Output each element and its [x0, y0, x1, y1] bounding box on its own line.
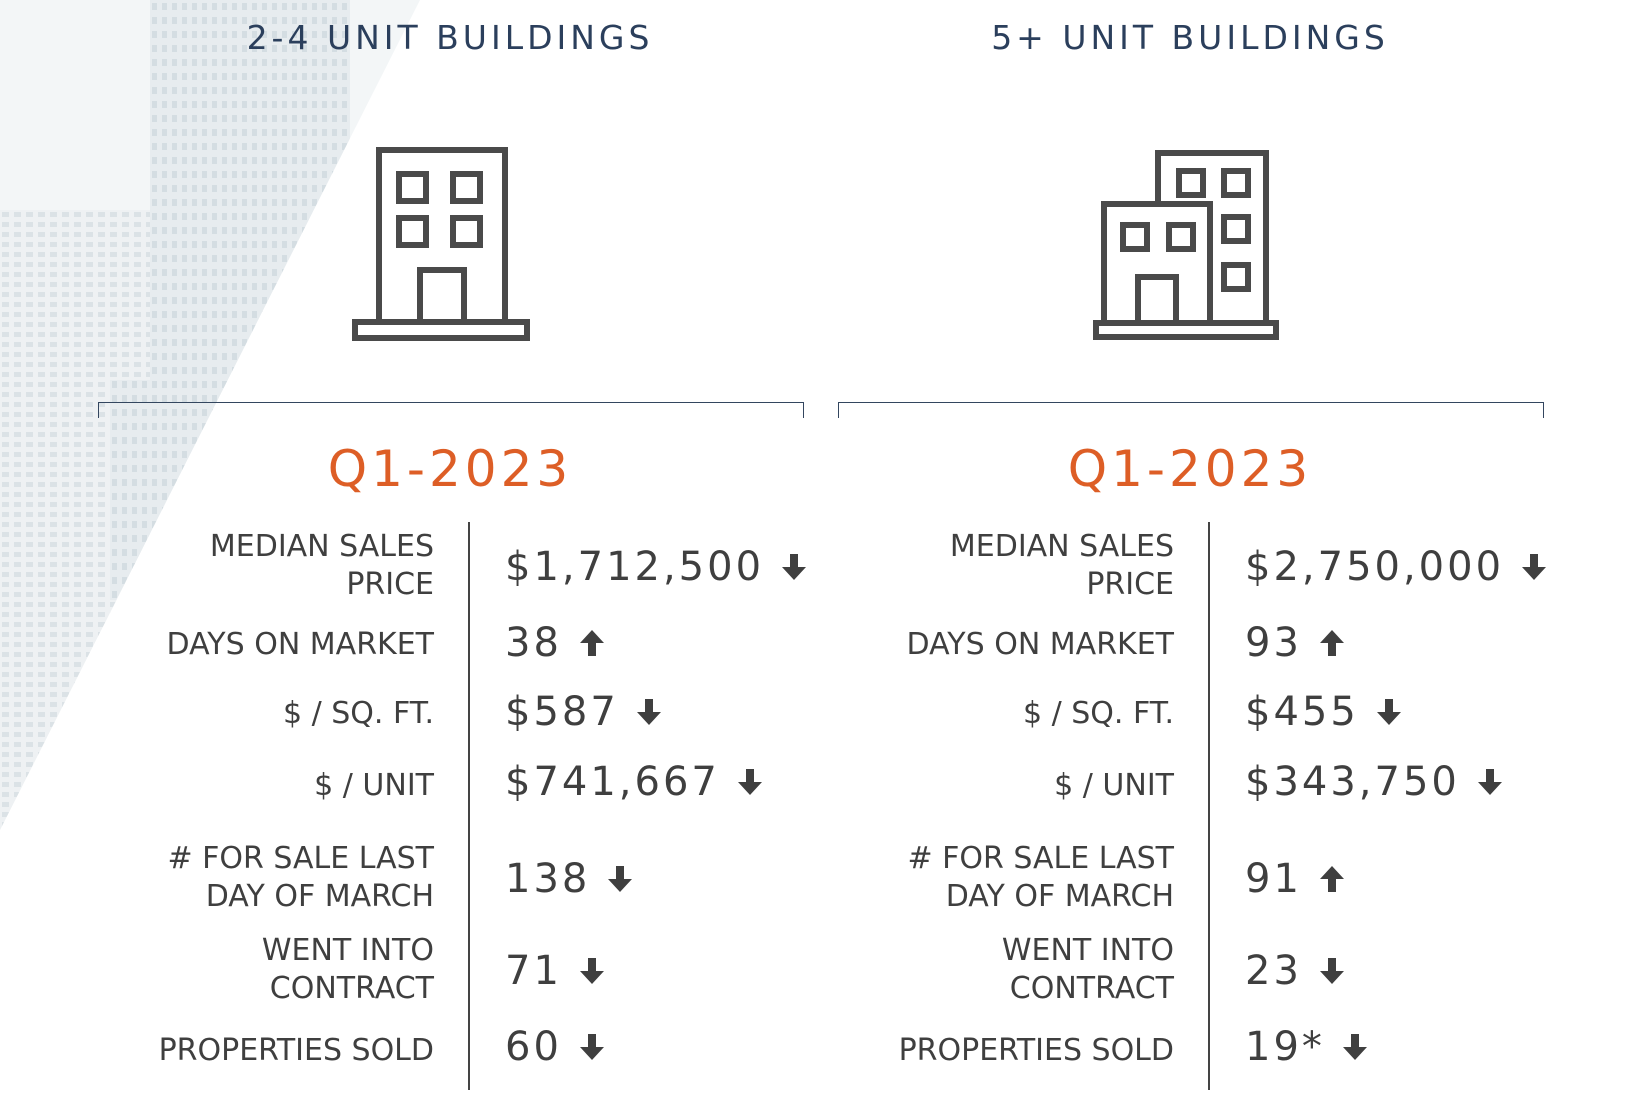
section-divider — [98, 402, 804, 418]
arrow-down-icon — [578, 956, 606, 986]
section-5-plus-units: 5+ UNIT BUILDINGS Q1-2023 MEDIAN SALES PR… — [820, 0, 1560, 1102]
section-divider — [838, 402, 1544, 418]
metric-value: 23 — [1245, 948, 1302, 994]
metric-label: # FOR SALE LAST DAY OF MARCH — [907, 841, 1174, 914]
metric-value: 138 — [505, 856, 591, 902]
metric-label: $ / UNIT — [1054, 768, 1174, 803]
metric-label: $ / UNIT — [314, 768, 434, 803]
column-separator — [468, 522, 470, 1090]
metric-value: 60 — [505, 1024, 562, 1070]
arrow-down-icon — [578, 1032, 606, 1062]
section-title: 5+ UNIT BUILDINGS — [991, 18, 1389, 57]
metric-value: 38 — [505, 620, 562, 666]
metric-value-group: $455 — [1245, 689, 1403, 735]
metric-label: MEDIAN SALES PRICE — [949, 529, 1174, 602]
arrow-down-icon — [1318, 956, 1346, 986]
column-separator — [1208, 522, 1210, 1090]
metric-label: $ / SQ. FT. — [282, 696, 434, 731]
metric-value: $455 — [1245, 689, 1359, 735]
metric-value-group: $741,667 — [505, 759, 764, 805]
metric-label: WENT INTO CONTRACT — [261, 933, 434, 1006]
arrow-down-icon — [736, 767, 764, 797]
metric-value-group: 138 — [505, 856, 634, 902]
metric-label: PROPERTIES SOLD — [158, 1033, 434, 1068]
metric-value: $587 — [505, 689, 619, 735]
metric-value-group: 93 — [1245, 620, 1346, 666]
arrow-down-icon — [780, 552, 808, 582]
metric-value-group: $343,750 — [1245, 759, 1504, 805]
metric-value-group: 23 — [1245, 948, 1346, 994]
metric-label: # FOR SALE LAST DAY OF MARCH — [167, 841, 434, 914]
arrow-up-icon — [578, 628, 606, 658]
small-building-icon — [350, 145, 550, 355]
city-skyline-background — [0, 0, 420, 830]
period-heading: Q1-2023 — [1067, 440, 1313, 498]
metric-value-group: $587 — [505, 689, 663, 735]
metric-label: DAYS ON MARKET — [906, 627, 1174, 662]
arrow-down-icon — [1476, 767, 1504, 797]
metric-label: PROPERTIES SOLD — [898, 1033, 1174, 1068]
metric-value-group: 71 — [505, 948, 606, 994]
metric-value: 91 — [1245, 856, 1302, 902]
arrow-down-icon — [1341, 1032, 1369, 1062]
metric-label: $ / SQ. FT. — [1022, 696, 1174, 731]
metric-value: 71 — [505, 948, 562, 994]
arrow-down-icon — [1520, 552, 1548, 582]
metric-value: $1,712,500 — [505, 544, 765, 590]
arrow-up-icon — [1318, 864, 1346, 894]
arrow-down-icon — [606, 864, 634, 894]
metric-value: $741,667 — [505, 759, 720, 805]
metric-value: $2,750,000 — [1245, 544, 1505, 590]
metric-value-group: 91 — [1245, 856, 1346, 902]
arrow-down-icon — [635, 697, 663, 727]
metric-value-group: $2,750,000 — [1245, 544, 1548, 590]
metric-label: MEDIAN SALES PRICE — [209, 529, 434, 602]
arrow-down-icon — [1375, 697, 1403, 727]
metric-label: DAYS ON MARKET — [166, 627, 434, 662]
metric-value: 19* — [1245, 1024, 1325, 1070]
metric-value-group: 19* — [1245, 1024, 1369, 1070]
metric-value-group: 60 — [505, 1024, 606, 1070]
large-building-icon — [1092, 145, 1292, 355]
period-heading: Q1-2023 — [327, 440, 573, 498]
metric-value: $343,750 — [1245, 759, 1460, 805]
metric-value-group: 38 — [505, 620, 606, 666]
section-title: 2-4 UNIT BUILDINGS — [246, 18, 654, 57]
metric-value-group: $1,712,500 — [505, 544, 808, 590]
section-2-4-units: 2-4 UNIT BUILDINGS Q1-2023 MEDIAN SALES P… — [80, 0, 820, 1102]
metric-value: 93 — [1245, 620, 1302, 666]
metric-label: WENT INTO CONTRACT — [1001, 933, 1174, 1006]
arrow-up-icon — [1318, 628, 1346, 658]
